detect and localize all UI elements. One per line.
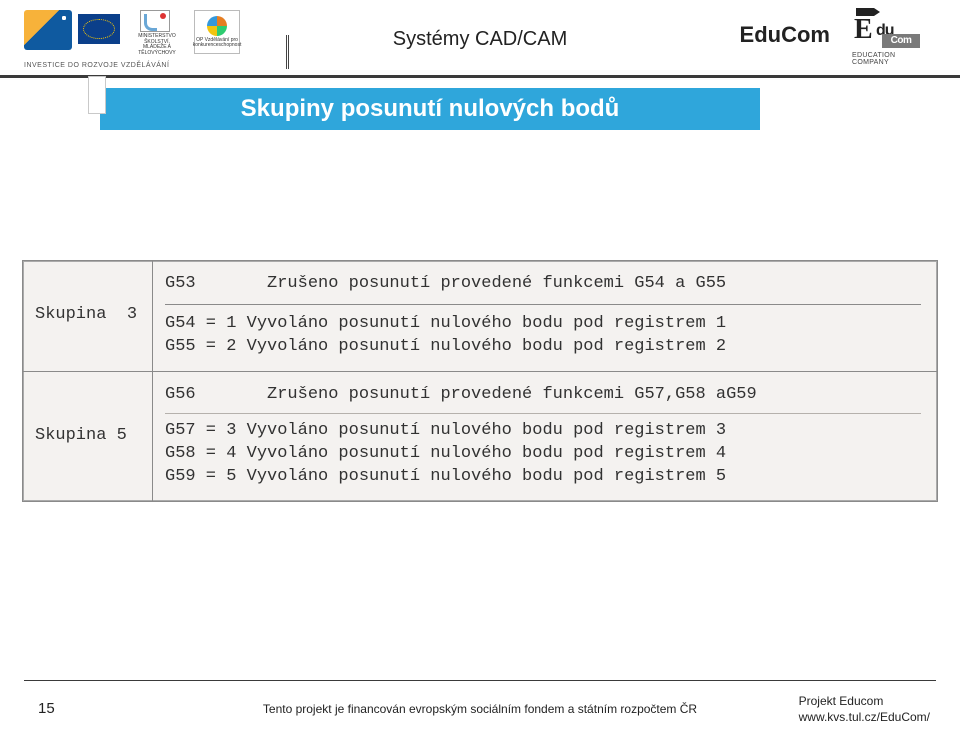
- g56-line: G56 Zrušeno posunutí provedené funkcemi …: [165, 384, 921, 407]
- footer-project-name: Projekt Educom: [799, 694, 930, 710]
- gcode-table: Skupina 3 G53 Zrušeno posunutí provedené…: [22, 260, 938, 502]
- educom-e-icon: E: [854, 16, 873, 44]
- page-number: 15: [38, 700, 55, 717]
- footer-rule: [24, 680, 936, 681]
- g59-line: G59 = 5 Vyvoláno posunutí nulového bodu …: [165, 466, 921, 489]
- slide-title: Skupiny posunutí nulových bodů: [100, 88, 760, 130]
- table-row: Skupina 5 G56 Zrušeno posunutí provedené…: [23, 372, 937, 501]
- msmt-caption: MINISTERSTVO ŠKOLSTVÍ, MLÁDEŽE A TĚLOVÝC…: [134, 34, 180, 56]
- educom-com: Com: [882, 34, 920, 48]
- op-logo-icon: OP Vzdělávání pro konkurenceschopnost: [194, 10, 240, 54]
- g53-line: G53 Zrušeno posunutí provedené funkcemi …: [165, 273, 921, 296]
- table-row: Skupina 3 G53 Zrušeno posunutí provedené…: [23, 261, 937, 372]
- divider-bars-icon: [286, 35, 289, 69]
- sponsor-logos: MINISTERSTVO ŠKOLSTVÍ, MLÁDEŽE A TĚLOVÝC…: [24, 10, 240, 54]
- row-hairline: [165, 413, 921, 414]
- header-title: Systémy CAD/CAM: [393, 28, 567, 51]
- educom-subtitle: EDUCATION COMPANY: [852, 52, 932, 66]
- g54-line: G54 = 1 Vyvoláno posunutí nulového bodu …: [165, 313, 921, 336]
- header: MINISTERSTVO ŠKOLSTVÍ, MLÁDEŽE A TĚLOVÝC…: [0, 0, 960, 78]
- eu-flag-icon: [78, 14, 120, 44]
- footer-project-url: www.kvs.tul.cz/EduCom/: [799, 710, 930, 726]
- footer-funding-text: Tento projekt je financován evropským so…: [263, 702, 697, 716]
- group5-content: G56 Zrušeno posunutí provedené funkcemi …: [153, 372, 937, 501]
- group3-content: G53 Zrušeno posunutí provedené funkcemi …: [153, 261, 937, 371]
- group-label: Skupina 3: [23, 261, 153, 371]
- g55-line: G55 = 2 Vyvoláno posunutí nulového bodu …: [165, 336, 921, 359]
- header-brand: EduCom: [740, 22, 830, 48]
- educom-logo: E du Com EDUCATION COMPANY: [852, 8, 932, 66]
- g57-line: G57 = 3 Vyvoláno posunutí nulového bodu …: [165, 420, 921, 443]
- op-caption: OP Vzdělávání pro konkurenceschopnost: [193, 38, 242, 49]
- footer-project-info: Projekt Educom www.kvs.tul.cz/EduCom/: [799, 694, 930, 725]
- group5-label: Skupina 5: [35, 425, 127, 448]
- esf-logo-icon: [24, 10, 72, 50]
- row-divider: [165, 304, 921, 305]
- msmt-logo-icon: MINISTERSTVO ŠKOLSTVÍ, MLÁDEŽE A TĚLOVÝC…: [134, 10, 180, 50]
- group-label: Skupina 5: [23, 372, 153, 501]
- group3-label: Skupina 3: [35, 304, 137, 327]
- invest-caption: INVESTICE DO ROZVOJE VZDĚLÁVÁNÍ: [24, 62, 169, 69]
- g58-line: G58 = 4 Vyvoláno posunutí nulového bodu …: [165, 443, 921, 466]
